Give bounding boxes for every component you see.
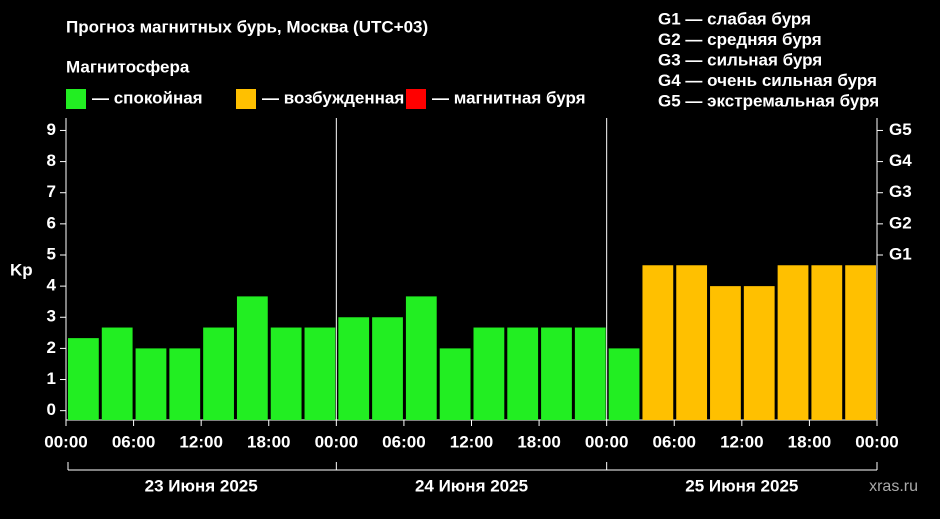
bar	[743, 286, 775, 420]
y-tick-label: 5	[47, 244, 56, 263]
bar	[338, 317, 370, 420]
x-tick-label: 06:00	[653, 432, 696, 451]
bar	[811, 265, 843, 420]
x-tick-label: 18:00	[517, 432, 560, 451]
y-tick-label: 4	[47, 276, 57, 295]
bar	[304, 327, 336, 420]
scale-legend-item: G2 — средняя буря	[658, 30, 822, 49]
bar	[101, 327, 133, 420]
y2-tick-label: G4	[889, 151, 912, 170]
y2-tick-label: G2	[889, 213, 912, 232]
y2-tick-label: G1	[889, 244, 912, 263]
bar	[439, 348, 471, 420]
y2-tick-label: G5	[889, 120, 912, 139]
bar	[135, 348, 167, 420]
bar	[642, 265, 674, 420]
y-tick-label: 2	[47, 338, 56, 357]
scale-legend-item: G4 — очень сильная буря	[658, 71, 877, 90]
scale-legend-item: G1 — слабая буря	[658, 9, 811, 28]
y-tick-label: 0	[47, 400, 56, 419]
bar	[777, 265, 809, 420]
legend-label: — магнитная буря	[432, 88, 586, 107]
legend-swatch	[66, 89, 86, 109]
y2-tick-label: G3	[889, 182, 912, 201]
bar	[405, 296, 437, 420]
y-tick-label: 6	[47, 213, 56, 232]
legend-label: — спокойная	[92, 88, 203, 107]
day-label: 24 Июня 2025	[415, 476, 528, 495]
bar	[507, 327, 539, 420]
bar	[574, 327, 606, 420]
bar	[473, 327, 505, 420]
x-tick-label: 18:00	[247, 432, 290, 451]
y-tick-label: 7	[47, 182, 56, 201]
x-tick-label: 06:00	[382, 432, 425, 451]
x-tick-label: 00:00	[44, 432, 87, 451]
scale-legend-item: G5 — экстремальная буря	[658, 91, 879, 110]
bar	[676, 265, 708, 420]
day-label: 25 Июня 2025	[685, 476, 798, 495]
bar	[372, 317, 403, 420]
x-tick-label: 00:00	[315, 432, 358, 451]
bar	[541, 327, 572, 420]
watermark: xras.ru	[869, 478, 918, 495]
scale-legend-item: G3 — сильная буря	[658, 50, 822, 69]
x-tick-label: 06:00	[112, 432, 155, 451]
x-tick-label: 00:00	[585, 432, 628, 451]
y-tick-label: 1	[47, 369, 56, 388]
chart-title: Прогноз магнитных бурь, Москва (UTC+03)	[66, 17, 428, 36]
bar	[236, 296, 268, 420]
legend-swatch	[406, 89, 426, 109]
legend-swatch	[236, 89, 256, 109]
x-tick-label: 12:00	[450, 432, 493, 451]
bar	[169, 348, 201, 420]
y-tick-label: 9	[47, 120, 56, 139]
bar	[270, 327, 302, 420]
bar	[710, 286, 741, 420]
bar	[845, 265, 876, 420]
bar	[68, 338, 99, 420]
bar	[203, 327, 234, 420]
legend-title: Магнитосфера	[66, 57, 190, 76]
x-tick-label: 18:00	[788, 432, 831, 451]
legend-label: — возбужденная	[262, 88, 404, 107]
bar	[608, 348, 640, 420]
x-tick-label: 00:00	[855, 432, 898, 451]
day-label: 23 Июня 2025	[145, 476, 258, 495]
x-tick-label: 12:00	[720, 432, 763, 451]
y-axis-label: Kp	[10, 260, 33, 279]
y-tick-label: 3	[47, 307, 56, 326]
y-tick-label: 8	[47, 151, 56, 170]
x-tick-label: 12:00	[179, 432, 222, 451]
